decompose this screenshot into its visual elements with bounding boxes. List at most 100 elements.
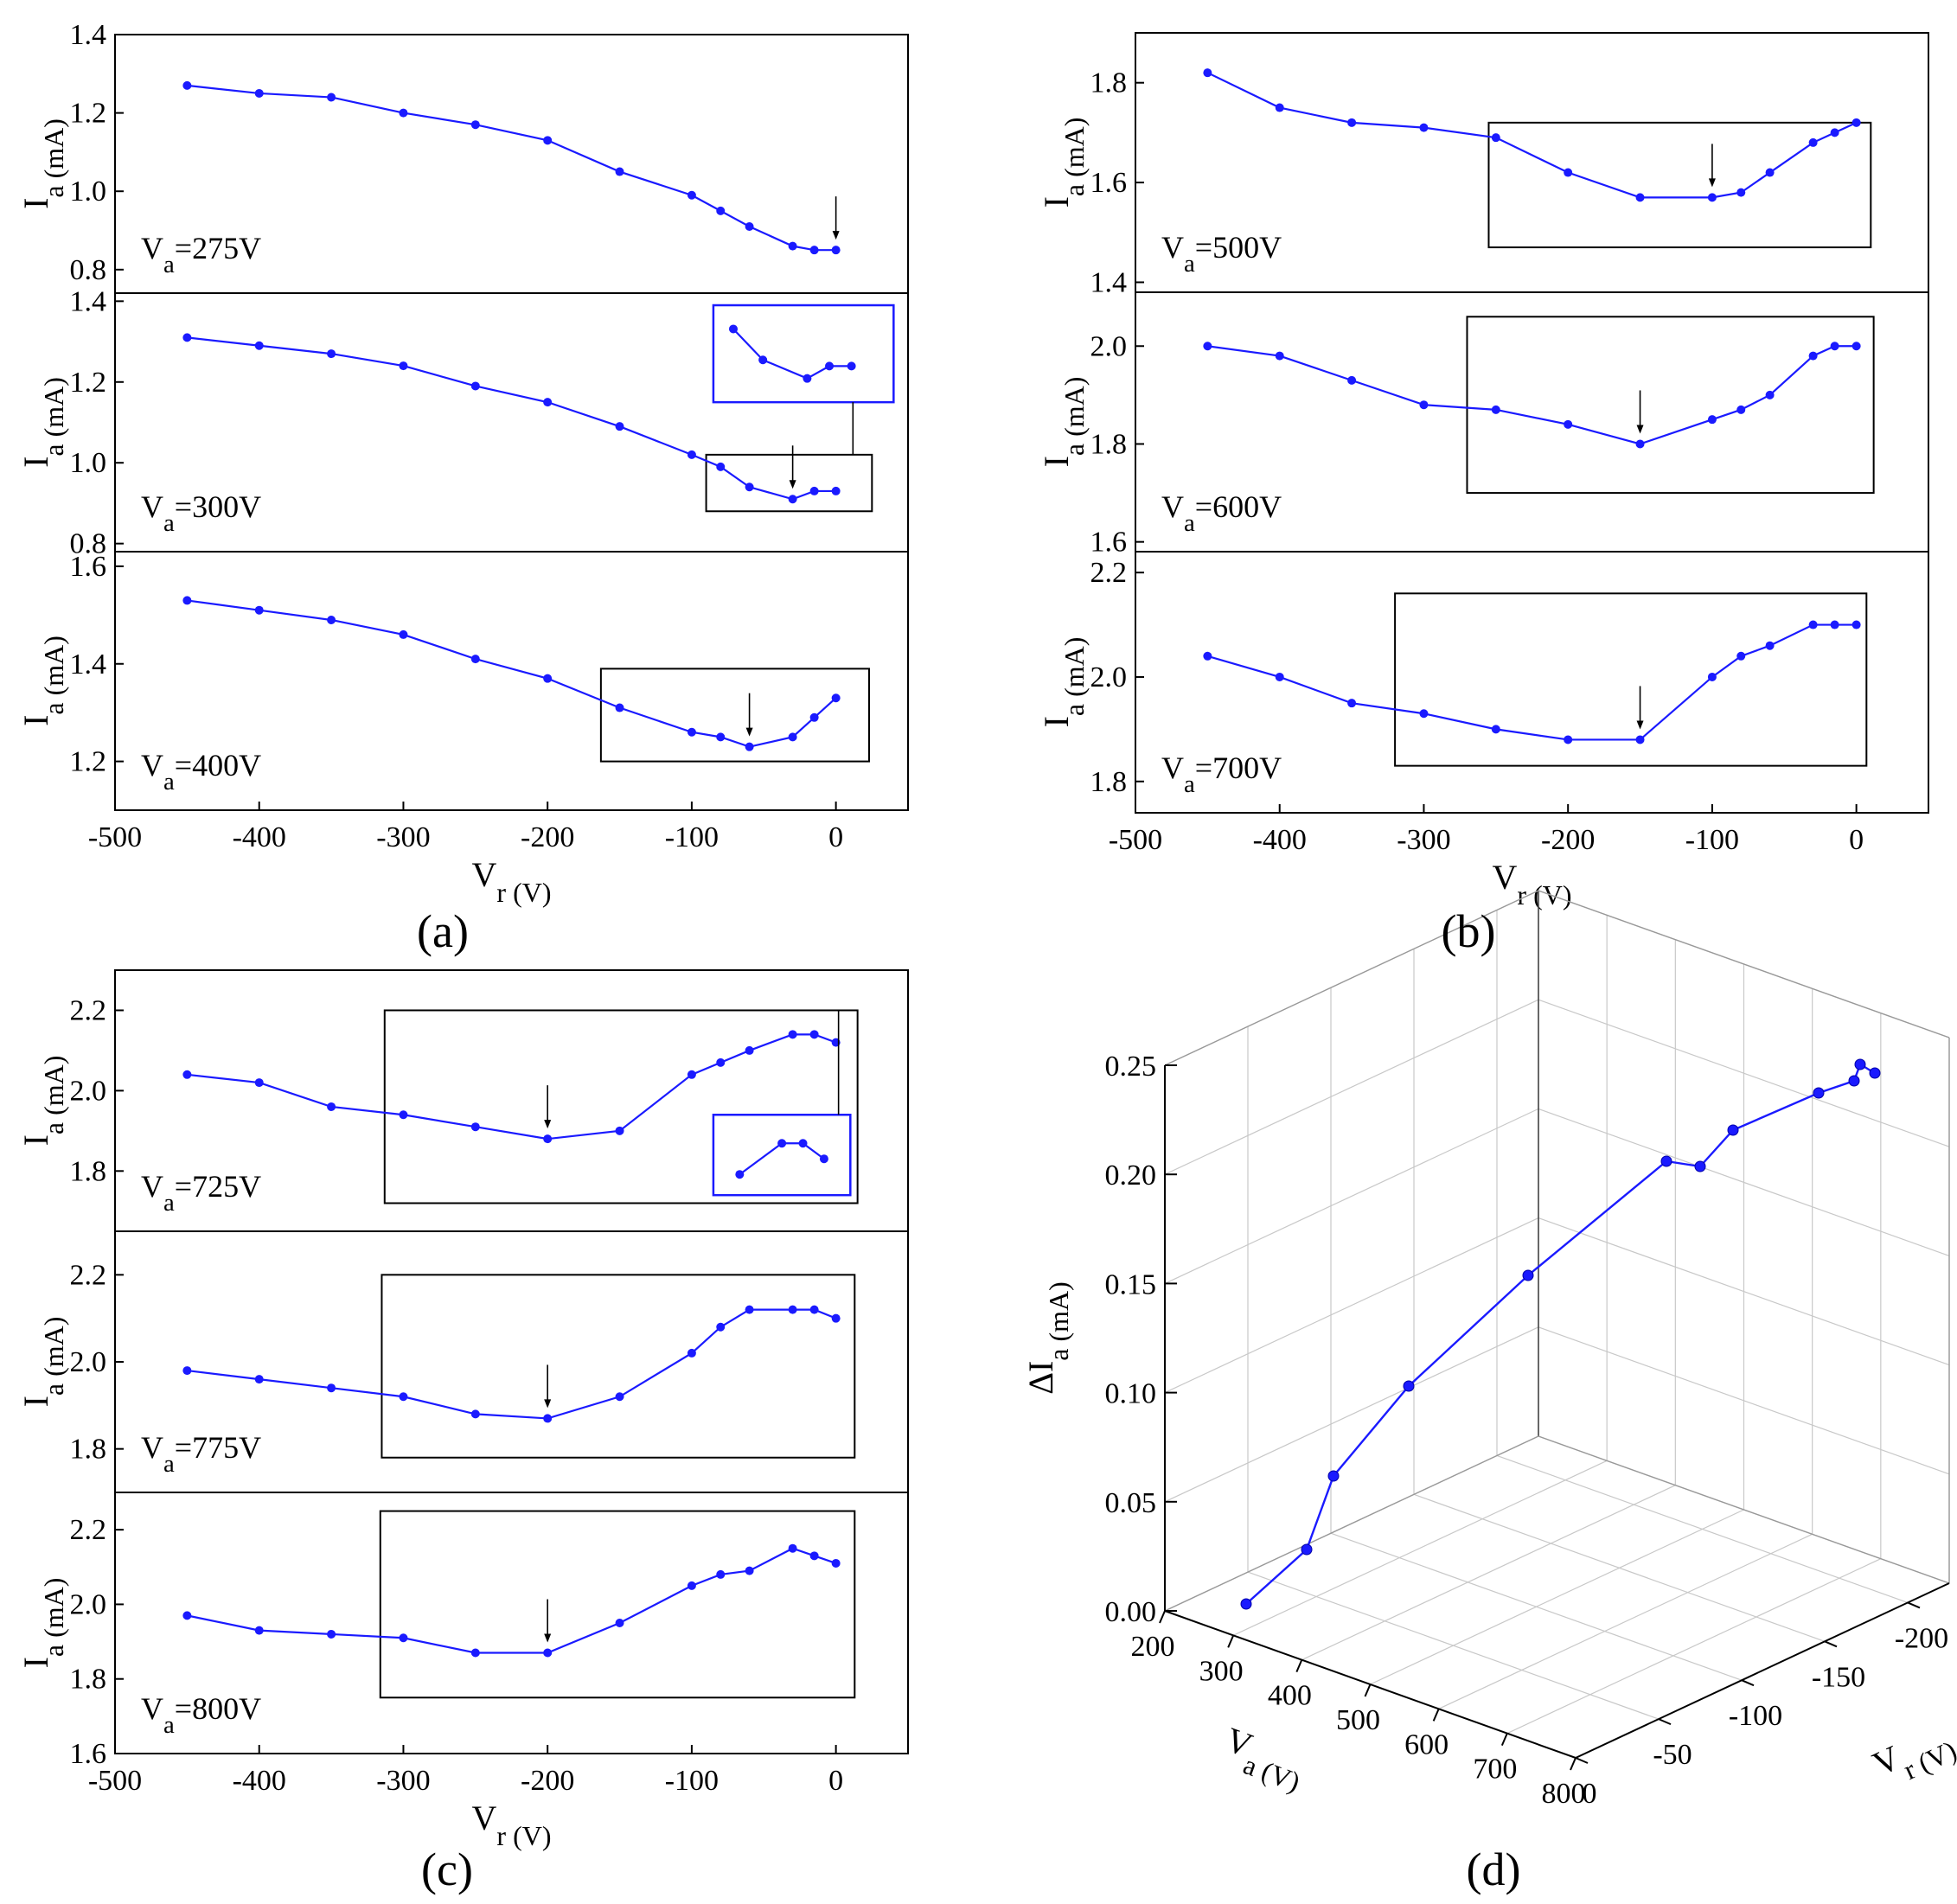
y-tick-label: 0.8 xyxy=(70,528,107,560)
data-point xyxy=(1564,735,1573,744)
y-tick-label: 1.4 xyxy=(70,285,107,317)
y-axis-label-sub: a (mA) xyxy=(38,636,69,715)
data-point xyxy=(788,1030,797,1039)
data-point xyxy=(1830,620,1839,629)
va-label-main: V xyxy=(141,489,163,524)
y-axis-label-main: I xyxy=(16,1396,55,1407)
data-point xyxy=(399,629,408,639)
va-label-main: V xyxy=(141,1169,163,1204)
y-axis-label-sub: a (mA) xyxy=(38,118,69,198)
panel-d-label: (d) xyxy=(1467,1843,1521,1895)
inset-point xyxy=(728,324,738,334)
y-tick-label: 1.8 xyxy=(70,1664,107,1696)
data-point xyxy=(182,596,192,605)
panel-b-subplot-1: 1.41.61.8Ia (mA)Va=500V xyxy=(1037,32,1929,298)
data-point xyxy=(182,1070,192,1079)
box-edge xyxy=(1164,890,1539,1066)
y-tick-label: 1.0 xyxy=(70,176,107,208)
data-point xyxy=(788,732,797,742)
x-axis-label: Vr (V) xyxy=(1493,858,1572,910)
x-axis-label: Vr (V) xyxy=(472,1799,552,1851)
y-tick-label: 1.8 xyxy=(1090,766,1128,798)
data-point xyxy=(615,703,624,712)
panel-c-subplot-2: 1.82.02.2Ia (mA)Va=775V xyxy=(16,1230,909,1493)
va-label-sub: a xyxy=(1184,250,1195,278)
x-axis-label-3d-sub: a (V) xyxy=(1239,1748,1304,1798)
minimum-arrow-head xyxy=(1708,178,1716,188)
x-tick-label: -300 xyxy=(376,1765,430,1797)
va-label: Va=725V xyxy=(141,1169,261,1217)
z-tick-label: 0.00 xyxy=(1105,1596,1157,1628)
data-point xyxy=(1765,168,1775,177)
y-tick-label: 2.0 xyxy=(1090,661,1128,693)
data-point xyxy=(1736,405,1746,414)
y-tick xyxy=(1658,1718,1672,1726)
va-label-main: V xyxy=(141,1691,163,1726)
data-point xyxy=(1635,439,1645,449)
y-tick-label: 2.0 xyxy=(70,1346,107,1378)
data-point xyxy=(788,241,797,251)
x-tick-label: -500 xyxy=(1109,824,1162,856)
va-label-sub: a xyxy=(163,1450,175,1478)
zoom-box xyxy=(1487,121,1872,249)
y-tick-label: 1.6 xyxy=(70,551,107,583)
inset-point xyxy=(777,1139,787,1148)
data-point xyxy=(254,1626,264,1635)
data-point xyxy=(182,1366,192,1376)
back-wall-grid-line xyxy=(1538,1217,1950,1366)
va-label-value: =700V xyxy=(1195,751,1282,785)
panel-a-subplot-1: 0.8 1.0 1.2 1.4 Ia (mA) Va=275V xyxy=(16,19,909,294)
panel-b-subplot-2: 1.61.82.0Ia (mA)Va=600V xyxy=(1037,291,1929,559)
data-point xyxy=(327,1102,336,1111)
x-tick-label: -400 xyxy=(233,1765,286,1797)
va-label-main: V xyxy=(1161,751,1184,785)
y-tick-label: 1.2 xyxy=(70,746,107,778)
minimum-arrow-head xyxy=(544,1399,552,1409)
data-point xyxy=(687,1070,696,1079)
zoom-box xyxy=(381,1274,856,1459)
data-point xyxy=(788,1543,797,1553)
va-label: Va=300V xyxy=(141,489,261,537)
box-edge xyxy=(1164,1435,1539,1612)
y-axis-label-main: I xyxy=(16,1657,55,1668)
data-point xyxy=(1419,709,1429,719)
data-point xyxy=(831,693,841,703)
va-label: Va=400V xyxy=(141,748,261,795)
y-axis-label-sub: a (mA) xyxy=(38,1317,69,1396)
x-tick-label: -300 xyxy=(376,821,430,853)
data-point xyxy=(1736,188,1746,197)
x-tick-label: -500 xyxy=(88,821,142,853)
x-tick-label: 300 xyxy=(1199,1655,1244,1687)
floor-grid-line xyxy=(1438,1533,1813,1709)
x-tick-label: -100 xyxy=(1685,824,1739,856)
data-point xyxy=(254,341,264,350)
minimum-arrow-head xyxy=(745,727,753,737)
va-label-value: =800V xyxy=(175,1691,261,1726)
data-point xyxy=(399,1110,408,1120)
data-point xyxy=(745,221,754,231)
data-point xyxy=(831,246,841,255)
data-point xyxy=(716,1569,726,1579)
z-tick-label: 0.20 xyxy=(1105,1160,1157,1192)
inset-point xyxy=(803,374,812,383)
va-label: Va=500V xyxy=(1161,230,1282,278)
va-label-value: =400V xyxy=(175,748,261,783)
y-tick-label: -150 xyxy=(1812,1661,1865,1693)
data-point xyxy=(615,1392,624,1402)
y-tick-label: 1.8 xyxy=(70,1434,107,1466)
va-label-sub: a xyxy=(1184,770,1195,798)
data-point xyxy=(543,1134,553,1144)
side-wall-grid-line xyxy=(1164,1108,1539,1284)
data-point xyxy=(327,1629,336,1639)
y-tick-label: 1.8 xyxy=(1090,428,1128,460)
data-point xyxy=(1736,651,1746,661)
va-label-sub: a xyxy=(163,251,175,278)
y-tick-label: 1.4 xyxy=(1090,266,1128,298)
y-tick-label: 2.0 xyxy=(70,1588,107,1620)
y-axis-label-main: I xyxy=(16,198,55,209)
x-axis-label: Vr (V) xyxy=(472,855,552,908)
y-tick-label: 1.8 xyxy=(1090,67,1128,99)
data-point xyxy=(399,108,408,118)
va-label-value: =775V xyxy=(175,1430,261,1465)
plot-frame xyxy=(1135,551,1929,814)
